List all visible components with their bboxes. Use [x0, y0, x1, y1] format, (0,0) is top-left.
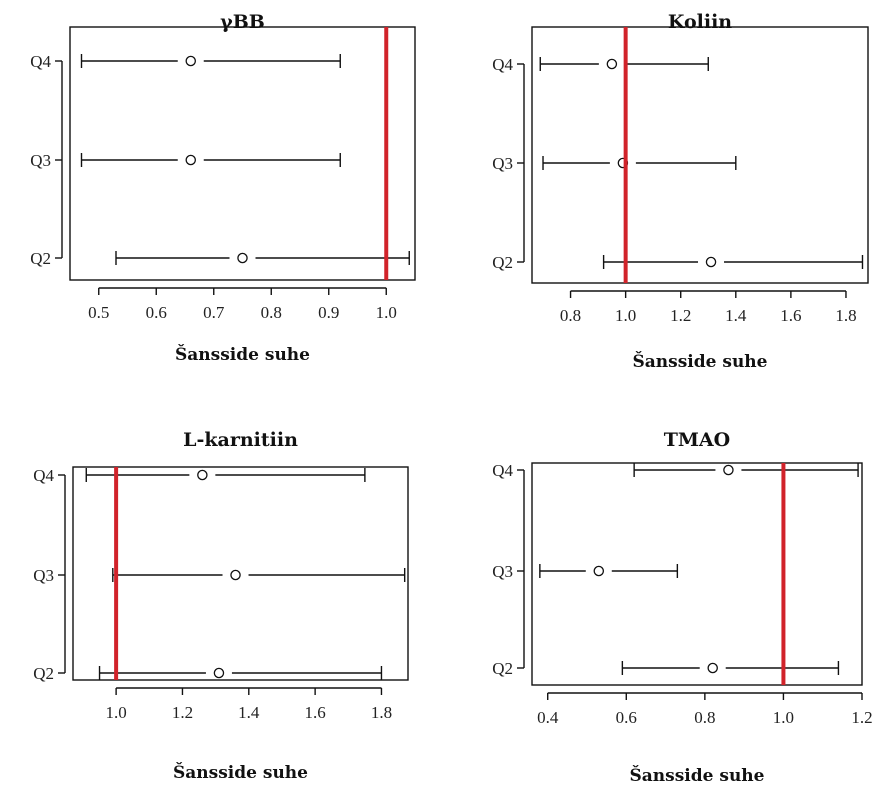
x-tick-label: 1.2 — [851, 708, 872, 727]
x-tick-label: 0.9 — [318, 303, 339, 322]
panel-title: γBB — [220, 11, 265, 33]
ci-q4 — [539, 57, 709, 71]
x-tick-label: 1.0 — [615, 306, 636, 325]
ci-q2 — [602, 255, 864, 269]
y-tick-label: Q2 — [492, 659, 513, 678]
x-tick-label: 1.2 — [172, 703, 193, 722]
y-tick-label: Q4 — [33, 466, 54, 485]
ci-q3 — [80, 153, 341, 167]
y-tick-label: Q2 — [492, 253, 513, 272]
x-tick-label: 0.6 — [616, 708, 637, 727]
x-tick-label: 1.4 — [238, 703, 260, 722]
y-tick-label: Q4 — [30, 52, 51, 71]
y-tick-label: Q2 — [30, 249, 51, 268]
y-tick-label: Q4 — [492, 461, 513, 480]
y-tick-label: Q3 — [30, 151, 51, 170]
ci-q4 — [80, 54, 341, 68]
x-axis-label: Šansside suhe — [175, 344, 310, 365]
x-tick-label: 0.5 — [88, 303, 109, 322]
forest-panel-1: Koliin 0.8 1.0 1.2 1.4 1.6 1.8 Šansside suhe Q2 Q… — [492, 11, 869, 372]
point-estimate — [213, 667, 225, 679]
point-estimate — [705, 256, 717, 268]
forest-panel-2: L-karnitiin 1.0 1.2 1.4 1.6 1.8 Šansside suhe Q… — [33, 429, 409, 783]
x-axis-label: Šansside suhe — [630, 765, 765, 786]
point-estimate — [723, 464, 734, 476]
x-tick-label: 0.4 — [537, 708, 559, 727]
plot-frame — [531, 462, 863, 686]
ci-q2 — [115, 251, 410, 265]
ci-q4 — [633, 463, 859, 477]
panel-title: Koliin — [668, 11, 732, 33]
point-estimate — [606, 58, 618, 70]
x-tick-label: 1.0 — [376, 303, 397, 322]
panel-title: L-karnitiin — [183, 429, 298, 451]
x-tick-label: 1.8 — [371, 703, 392, 722]
x-tick-label: 0.6 — [146, 303, 167, 322]
ci-q2 — [621, 661, 840, 675]
x-tick-label: 0.8 — [261, 303, 282, 322]
x-axis-label: Šansside suhe — [173, 762, 308, 783]
ci-q3 — [542, 156, 737, 170]
y-tick-label: Q3 — [492, 154, 513, 173]
point-estimate — [185, 154, 196, 166]
y-tick-label: Q4 — [492, 55, 513, 74]
y-tick-label: Q3 — [33, 566, 54, 585]
x-tick-label: 1.4 — [725, 306, 747, 325]
y-tick-label: Q3 — [492, 562, 513, 581]
x-tick-label: 1.0 — [105, 703, 126, 722]
x-tick-label: 1.0 — [773, 708, 794, 727]
x-tick-label: 0.8 — [560, 306, 581, 325]
point-estimate — [237, 252, 248, 264]
panel-title: TMAO — [664, 429, 730, 451]
x-tick-label: 1.8 — [835, 306, 856, 325]
plot-frame — [531, 26, 869, 284]
x-tick-label: 1.6 — [780, 306, 801, 325]
point-estimate — [593, 565, 605, 577]
x-tick-label: 0.8 — [694, 708, 715, 727]
x-tick-label: 1.6 — [305, 703, 326, 722]
forest-panel-0: γBB 0.5 0.6 0.7 0.8 0.9 1.0 Šansside suhe Q2 Q3 Q4 — [30, 11, 416, 365]
x-axis-label: Šansside suhe — [633, 351, 768, 372]
ci-q4 — [85, 468, 366, 482]
plot-frame — [69, 26, 416, 281]
ci-q3 — [539, 564, 679, 578]
ci-q2 — [98, 666, 383, 680]
point-estimate — [197, 469, 208, 481]
ci-q3 — [112, 568, 406, 582]
y-tick-label: Q2 — [33, 664, 54, 683]
point-estimate — [707, 662, 718, 674]
x-tick-label: 1.2 — [670, 306, 691, 325]
plot-frame — [72, 466, 409, 681]
x-tick-label: 0.7 — [203, 303, 225, 322]
point-estimate — [185, 55, 196, 67]
forest-panel-3: TMAO 0.4 0.6 0.8 1.0 1.2 Šansside suhe Q2 Q3 Q4 — [492, 429, 872, 786]
point-estimate — [230, 569, 241, 581]
